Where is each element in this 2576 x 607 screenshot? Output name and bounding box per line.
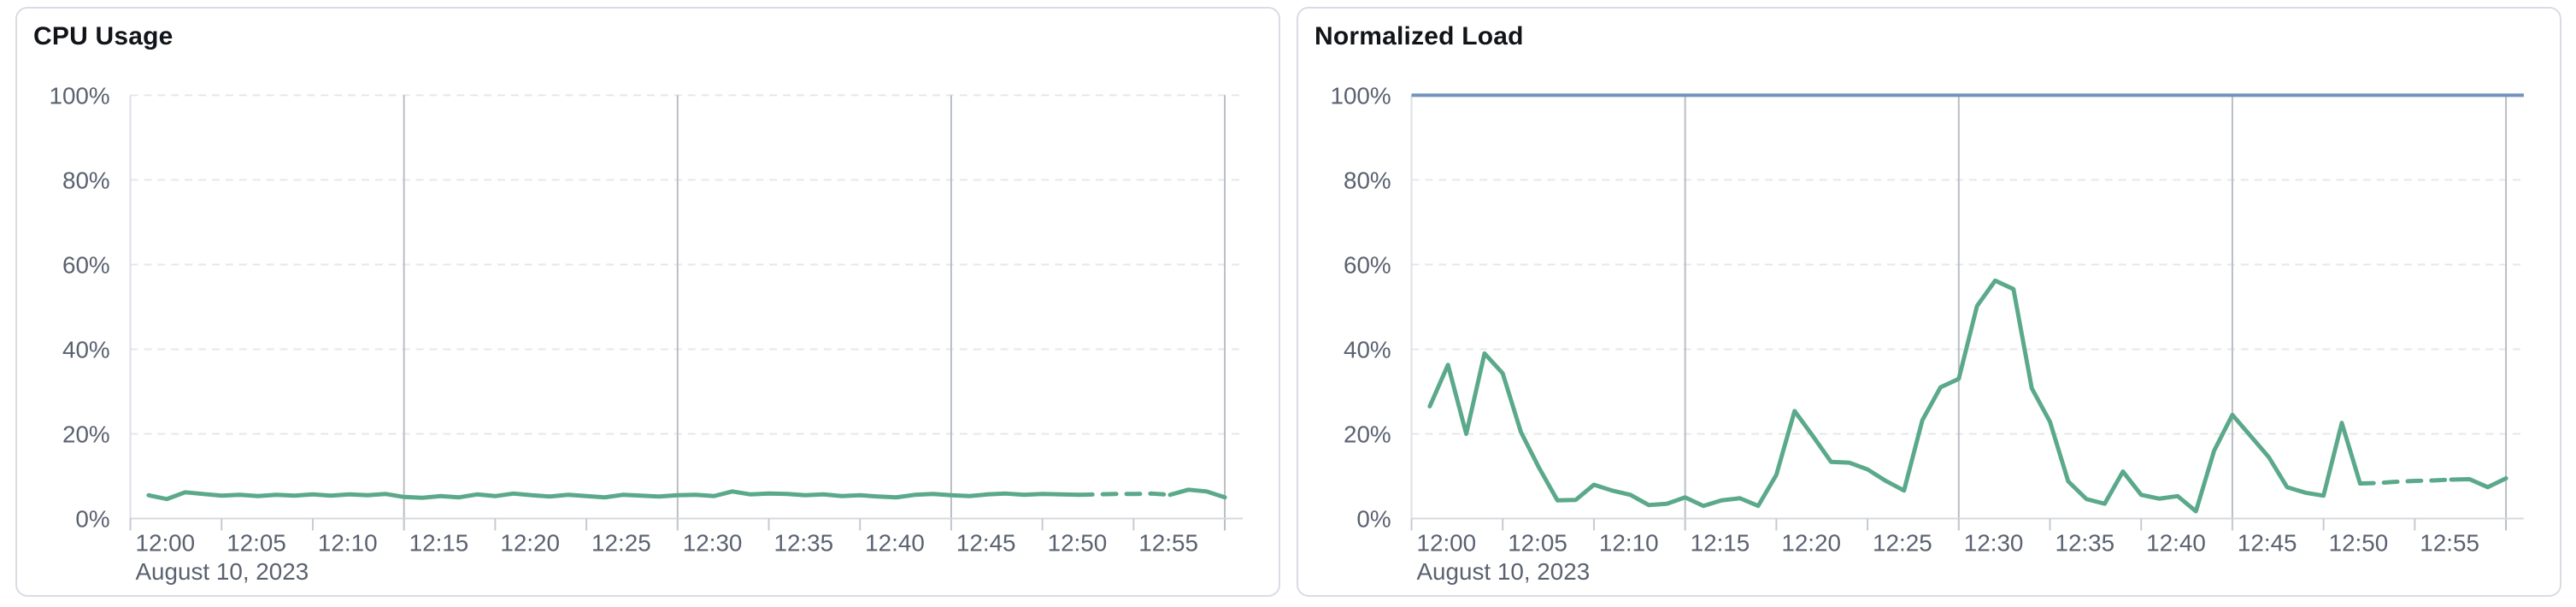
- x-axis-date-label: August 10, 2023: [1416, 558, 1590, 585]
- cpu-usage-series-line-dashed: [1076, 491, 1173, 498]
- normalized-load-series-line: [1427, 278, 2362, 514]
- chart-plot-area[interactable]: [131, 95, 1243, 518]
- chart-plot-area[interactable]: [1412, 95, 2524, 518]
- y-tick-label: 20%: [62, 421, 110, 447]
- y-tick-label: 100%: [49, 82, 109, 109]
- x-axis-date-label: August 10, 2023: [135, 558, 309, 585]
- cpu-usage-series-line: [146, 489, 1081, 502]
- y-tick-label: 60%: [62, 251, 110, 278]
- normalized-load-series-line-dashed: [2357, 477, 2454, 486]
- y-tick-label: 100%: [1330, 82, 1391, 109]
- y-tick-label: 0%: [75, 505, 109, 532]
- normalized-load-chart[interactable]: 12:00 12:05 12:10 12:15 12:20 12:25 12:30 12:35…: [1298, 9, 2560, 595]
- x-tick-label: 12:40: [865, 529, 925, 556]
- x-tick-label: 12:00: [135, 529, 195, 556]
- x-tick-label: 12:25: [1873, 529, 1932, 556]
- x-tick-label: 12:50: [1048, 529, 1108, 556]
- x-tick-label: 12:35: [2055, 529, 2114, 556]
- x-tick-label: 12:55: [2420, 529, 2479, 556]
- x-tick-label: 12:40: [2146, 529, 2206, 556]
- x-tick-label: 12:15: [1691, 529, 1750, 556]
- y-tick-label: 40%: [62, 336, 110, 362]
- y-tick-label: 80%: [62, 167, 110, 193]
- x-tick-label: 12:05: [226, 529, 286, 556]
- panel-normalized-load: Normalized Load 12:00 12:05 12:10 12:15 12:2…: [1297, 7, 2561, 597]
- x-tick-label: 12:15: [409, 529, 469, 556]
- x-tick-label: 12:30: [683, 529, 743, 556]
- normalized-load-series-line-tail: [2449, 476, 2508, 490]
- x-tick-label: 12:55: [1138, 529, 1198, 556]
- cpu-usage-chart[interactable]: 12:00 12:05 12:10 12:15 12:20 12:25 12:30 12:35…: [17, 9, 1279, 595]
- y-tick-label: 60%: [1344, 251, 1391, 278]
- x-tick-label: 12:25: [591, 529, 651, 556]
- cpu-usage-series-line-tail: [1167, 487, 1227, 500]
- x-tick-label: 12:10: [1599, 529, 1659, 556]
- x-tick-label: 12:20: [1781, 529, 1841, 556]
- x-tick-label: 12:50: [2329, 529, 2389, 556]
- x-tick-label: 12:00: [1416, 529, 1476, 556]
- x-tick-label: 12:20: [500, 529, 560, 556]
- x-tick-label: 12:35: [773, 529, 833, 556]
- y-tick-label: 40%: [1344, 336, 1391, 362]
- x-tick-label: 12:45: [2238, 529, 2297, 556]
- panel-cpu-usage: CPU Usage 12:00 12:05 12:10 12:15 12:20 12:25…: [15, 7, 1280, 597]
- x-tick-label: 12:30: [1964, 529, 2024, 556]
- y-tick-label: 20%: [1344, 421, 1391, 447]
- y-tick-label: 0%: [1356, 505, 1391, 532]
- x-tick-label: 12:45: [956, 529, 1016, 556]
- y-tick-label: 80%: [1344, 167, 1391, 193]
- x-tick-label: 12:10: [318, 529, 378, 556]
- x-tick-label: 12:05: [1508, 529, 1567, 556]
